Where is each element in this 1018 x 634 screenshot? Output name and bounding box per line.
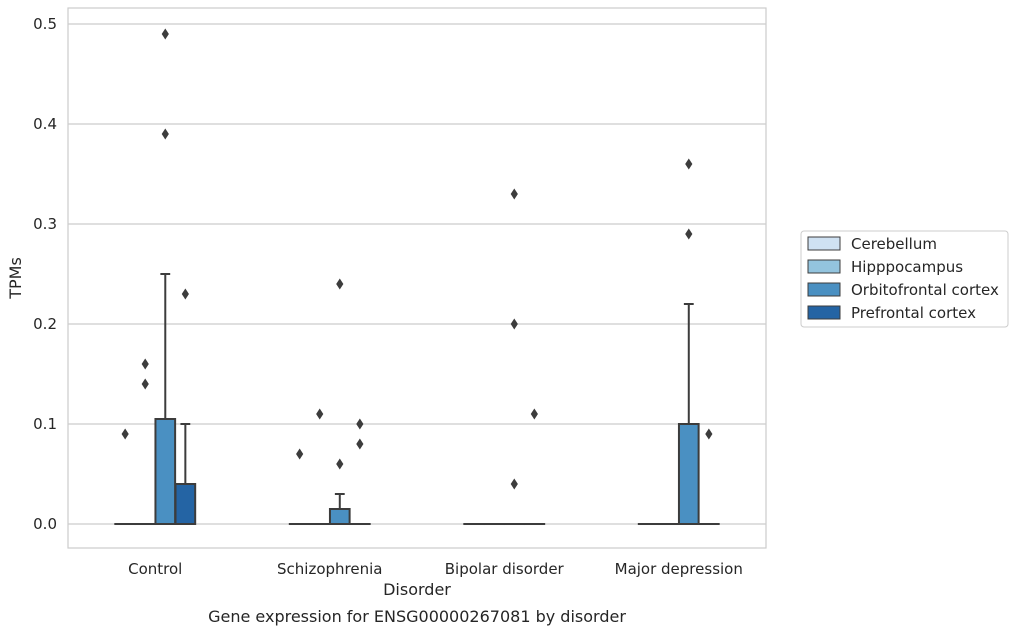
- box-major-depression-orbitofrontal-cortex: [677, 158, 700, 525]
- box-schizophrenia-orbitofrontal-cortex: [328, 278, 351, 525]
- outlier-point: [121, 428, 129, 440]
- outlier-point: [510, 478, 518, 490]
- outlier-point: [510, 318, 518, 330]
- x-axis-tick-labels: Control Schizophrenia Bipolar disorder Majo…: [128, 560, 743, 578]
- series-cerebellum: [114, 428, 660, 526]
- legend-label: Cerebellum: [851, 235, 937, 253]
- box-series: [114, 28, 720, 526]
- box-body: [328, 508, 351, 525]
- outlier-point: [356, 418, 364, 430]
- outlier-point: [181, 288, 189, 300]
- legend: Cerebellum Hipppocampus Orbitofrontal cort…: [800, 230, 1009, 328]
- box-bipolar-disorder-prefrontal-cortex: [523, 408, 546, 526]
- outlier-point: [685, 158, 693, 170]
- x-tick-label: Major depression: [615, 560, 743, 578]
- outlier-point: [705, 428, 713, 440]
- y-tick-label: 0.3: [33, 215, 57, 233]
- outlier-point: [141, 378, 149, 390]
- box-schizophrenia-prefrontal-cortex: [349, 418, 371, 526]
- y-axis-tick-labels: 0.0 0.1 0.2 0.3 0.4 0.5: [33, 15, 57, 533]
- y-axis-title: TPMs: [6, 257, 25, 300]
- legend-label: Hipppocampus: [851, 258, 963, 276]
- outlier-point: [336, 278, 344, 290]
- box-control-hipppocampus: [134, 358, 157, 526]
- box-control-cerebellum: [114, 428, 136, 526]
- series-prefrontal-cortex: [174, 288, 720, 526]
- box-body: [677, 423, 700, 525]
- x-axis-title: Disorder: [383, 580, 451, 599]
- legend-swatch: [807, 259, 841, 274]
- box-bipolar-disorder-orbitofrontal-cortex: [503, 188, 526, 526]
- outlier-point: [141, 358, 149, 370]
- legend-swatch: [807, 236, 841, 251]
- outlier-point: [685, 228, 693, 240]
- outlier-point: [161, 128, 169, 140]
- y-tick-label: 0.1: [33, 415, 57, 433]
- legend-frame: [800, 230, 1009, 328]
- plot-area-frame: [67, 7, 767, 549]
- legend-swatch: [807, 282, 841, 297]
- y-tick-label: 0.4: [33, 115, 57, 133]
- outlier-point: [530, 408, 538, 420]
- x-tick-label: Control: [128, 560, 182, 578]
- legend-label: Orbitofrontal cortex: [851, 281, 999, 299]
- chart-caption: Gene expression for ENSG00000267081 by d…: [208, 607, 626, 626]
- outlier-point: [316, 408, 324, 420]
- outlier-point: [296, 448, 304, 460]
- outlier-point: [161, 28, 169, 40]
- y-tick-label: 0.5: [33, 15, 57, 33]
- outlier-point: [510, 188, 518, 200]
- box-body: [154, 418, 177, 525]
- x-tick-label: Bipolar disorder: [445, 560, 565, 578]
- box-schizophrenia-cerebellum: [288, 448, 311, 526]
- box-body: [174, 483, 197, 525]
- legend-swatch: [807, 305, 841, 320]
- legend-label: Prefrontal cortex: [851, 304, 976, 322]
- box-schizophrenia-hipppocampus: [308, 408, 331, 526]
- outlier-point: [356, 438, 364, 450]
- legend-items: Cerebellum Hipppocampus Orbitofrontal cort…: [807, 235, 999, 322]
- y-tick-label: 0.0: [33, 515, 57, 533]
- outlier-point: [336, 458, 344, 470]
- x-tick-label: Schizophrenia: [277, 560, 382, 578]
- box-control-orbitofrontal-cortex: [154, 28, 177, 525]
- y-tick-label: 0.2: [33, 315, 57, 333]
- series-hipppocampus: [134, 358, 680, 526]
- box-major-depression-prefrontal-cortex: [698, 428, 720, 526]
- box-control-prefrontal-cortex: [174, 288, 197, 525]
- series-orbitofrontal-cortex: [154, 28, 700, 526]
